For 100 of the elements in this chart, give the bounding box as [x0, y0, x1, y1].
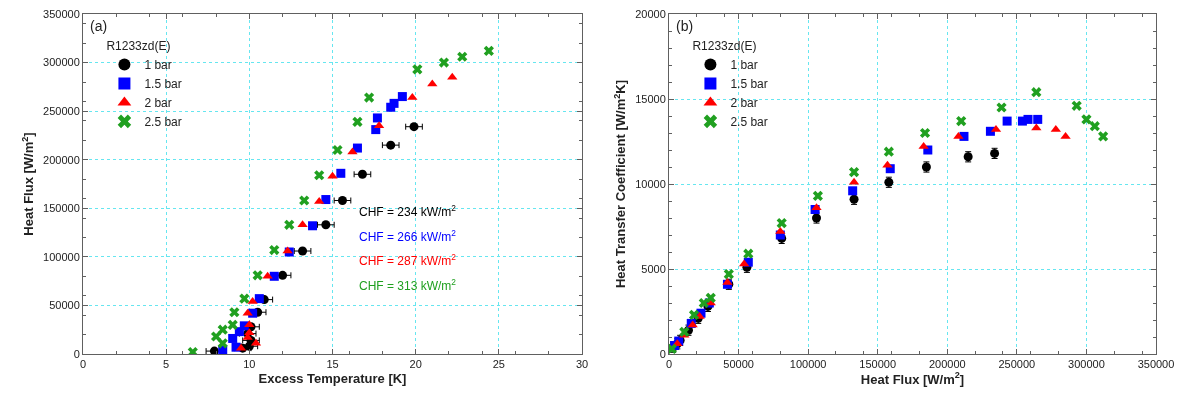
point — [776, 218, 787, 229]
point — [227, 319, 238, 330]
x-tick-label: 200000 — [928, 358, 966, 371]
point — [372, 113, 382, 123]
x-tick-label: 250000 — [998, 358, 1036, 371]
point — [848, 167, 860, 178]
point — [314, 170, 325, 181]
annotation: CHF = 234 kW/m$^{2}$ — [359, 203, 457, 220]
x-tick-label: 350000 — [1137, 358, 1175, 371]
point — [1081, 114, 1092, 125]
point — [812, 190, 823, 201]
y-tick-label: 15000 — [635, 92, 666, 105]
point — [679, 326, 690, 337]
point — [723, 269, 734, 280]
point — [1033, 114, 1043, 124]
legend-label: 1 bar — [144, 58, 172, 73]
chart-title: (b) — [676, 18, 694, 34]
point — [352, 116, 363, 127]
legend-label: 2.5 bar — [144, 115, 182, 130]
point — [1031, 123, 1042, 131]
legend-label: 1.5 bar — [144, 77, 182, 92]
y-tick-label: 150000 — [43, 202, 80, 215]
point — [299, 195, 310, 206]
legend-label: 1.5 bar — [730, 77, 768, 92]
point — [347, 147, 358, 155]
point — [217, 338, 228, 349]
point — [397, 92, 407, 102]
point — [1071, 100, 1082, 111]
chart-title: (a) — [90, 18, 108, 34]
point — [308, 221, 318, 231]
point — [228, 333, 238, 343]
annotation: CHF = 266 kW/m$^{2}$ — [359, 228, 457, 245]
x-tick-label: 50000 — [723, 358, 754, 371]
y-tick-label: 350000 — [43, 7, 80, 20]
point — [1098, 131, 1109, 142]
point — [357, 169, 367, 179]
point — [1023, 114, 1033, 124]
x-tick-label: 5 — [163, 358, 170, 371]
legend-label: 1 bar — [730, 58, 758, 73]
point — [483, 45, 494, 57]
point — [457, 51, 468, 62]
point — [229, 307, 240, 318]
point — [953, 131, 964, 139]
point — [278, 270, 288, 280]
y-tick-label: 0 — [73, 347, 80, 360]
y-tick-label: 250000 — [43, 104, 80, 117]
point — [332, 144, 343, 156]
point — [262, 271, 273, 279]
point — [298, 246, 308, 256]
x-tick-label: 20 — [409, 358, 422, 371]
annotation: CHF = 313 kW/m$^{2}$ — [359, 277, 457, 294]
point — [363, 92, 375, 103]
x-tick-label: 150000 — [859, 358, 897, 371]
point — [321, 195, 331, 205]
x-tick-label: 15 — [326, 358, 339, 371]
y-tick-label: 100000 — [43, 250, 80, 263]
x-tick-label: 10 — [243, 358, 256, 371]
x-tick-label: 100000 — [789, 358, 827, 371]
point — [389, 98, 399, 108]
point — [883, 146, 894, 157]
x-tick-label: 300000 — [1068, 358, 1105, 371]
legend-label: 2 bar — [144, 96, 172, 111]
point — [269, 271, 279, 281]
point — [848, 186, 858, 196]
y-tick-label: 10000 — [635, 177, 666, 190]
point — [882, 160, 893, 168]
point — [409, 122, 419, 132]
legend-title: R1233zd(E) — [692, 38, 757, 53]
point — [705, 292, 716, 303]
point — [386, 140, 396, 150]
point — [269, 244, 280, 256]
point — [412, 64, 423, 75]
point — [438, 57, 450, 68]
point — [1060, 131, 1071, 139]
y-tick-label: 300000 — [43, 56, 80, 69]
point — [252, 270, 263, 281]
point — [956, 116, 967, 127]
point — [743, 248, 754, 259]
point — [210, 331, 222, 342]
legend-title: R1233zd(E) — [106, 38, 171, 53]
point — [919, 127, 931, 139]
point — [1089, 121, 1100, 132]
y-tick-label: 5000 — [641, 262, 666, 275]
y-tick-label: 20000 — [635, 7, 666, 20]
point — [427, 79, 438, 87]
y-tick-label: 50000 — [49, 299, 80, 312]
legend-label: 2.5 bar — [730, 115, 768, 130]
y-tick-label: 200000 — [43, 153, 80, 166]
legend-label: 2 bar — [730, 96, 758, 111]
x-tick-label: 30 — [575, 358, 589, 371]
annotation: CHF = 287 kW/m$^{2}$ — [359, 252, 457, 269]
point — [688, 309, 700, 320]
point — [244, 320, 255, 328]
point — [254, 294, 264, 304]
point — [321, 220, 331, 230]
point — [1002, 116, 1012, 126]
x-axis-title: Excess Temperature [K] — [258, 370, 407, 386]
point — [217, 324, 228, 335]
point — [297, 220, 308, 228]
point — [996, 102, 1007, 113]
